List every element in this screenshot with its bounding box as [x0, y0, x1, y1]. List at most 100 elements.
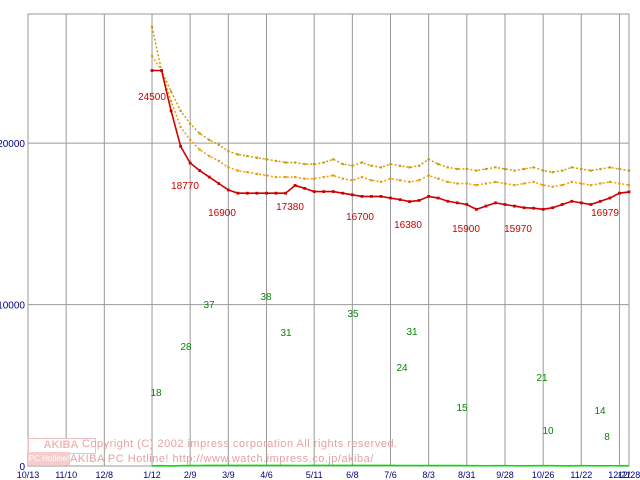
- x-tick-label: 4/6: [260, 470, 273, 480]
- value-annotation: 18: [150, 388, 162, 399]
- data-point: [589, 184, 592, 187]
- data-point: [150, 54, 154, 58]
- value-annotation: 15900: [452, 224, 480, 235]
- data-point: [513, 184, 516, 187]
- data-point: [542, 184, 545, 187]
- data-point: [246, 191, 249, 195]
- data-point: [599, 167, 602, 171]
- value-annotation: 31: [406, 327, 418, 338]
- plot-area: [150, 25, 631, 467]
- x-tick-label: 9/28: [496, 470, 514, 480]
- x-tick-label: 10/26: [532, 470, 555, 480]
- data-point: [303, 186, 307, 190]
- data-point: [494, 180, 497, 183]
- data-point: [494, 166, 497, 169]
- data-point: [560, 203, 564, 206]
- data-point: [608, 196, 612, 200]
- data-point: [265, 158, 268, 161]
- data-point: [503, 182, 507, 185]
- data-point: [160, 69, 163, 72]
- data-point: [208, 138, 211, 142]
- value-annotation: 24: [396, 363, 408, 374]
- value-annotation: 15: [456, 403, 468, 414]
- axis-labels: 0 10000 20000 10/13 11/10 12/8 1/12 2/9 3/9 4/6 5/…: [0, 139, 640, 480]
- data-point: [398, 164, 402, 167]
- data-point: [351, 164, 354, 167]
- data-point: [589, 169, 592, 172]
- x-tick-label: 12/21: [608, 470, 631, 480]
- x-tick-label: 5/11: [306, 470, 323, 480]
- x-tick-label: 8/31: [458, 470, 476, 480]
- data-point: [398, 198, 402, 202]
- data-point: [532, 206, 535, 210]
- x-tick-label: 6/8: [346, 470, 359, 480]
- data-point: [522, 206, 526, 210]
- x-tick-label: 1/12: [143, 470, 161, 480]
- x-tick-label: 3/9: [222, 470, 235, 480]
- data-point: [513, 169, 516, 172]
- data-point: [198, 169, 202, 172]
- logo-box-lower: [28, 452, 70, 465]
- data-point: [332, 158, 335, 161]
- data-point: [207, 175, 211, 179]
- data-point: [360, 161, 363, 164]
- data-point: [437, 177, 440, 180]
- x-tick-label: 10/13: [17, 470, 40, 480]
- data-point: [627, 169, 631, 172]
- watermark-footer: AKIBA PC Hotline! Copyright (C) 2002 imp…: [0, 438, 640, 480]
- x-tick-label: 7/6: [384, 470, 397, 480]
- data-point: [284, 175, 287, 179]
- data-point: [465, 167, 468, 171]
- data-point: [542, 169, 545, 172]
- data-point: [389, 177, 392, 180]
- value-annotation: 16700: [346, 212, 374, 223]
- data-point: [474, 207, 478, 211]
- data-point: [198, 148, 201, 151]
- data-point: [189, 122, 192, 125]
- data-point: [303, 177, 306, 180]
- value-annotation: 8: [604, 432, 610, 443]
- data-point: [198, 132, 201, 135]
- series-shop-count: [151, 464, 630, 467]
- data-point: [284, 161, 287, 164]
- data-point: [484, 182, 487, 185]
- value-annotation: 16979: [591, 208, 619, 219]
- data-point: [618, 182, 621, 185]
- data-point: [313, 177, 316, 180]
- data-point: [484, 167, 487, 171]
- data-point: [322, 175, 325, 179]
- data-point: [608, 166, 612, 169]
- data-point: [599, 182, 602, 185]
- logo-text-akiba: AKIBA: [43, 439, 79, 451]
- data-point: [226, 188, 230, 192]
- y-tick-label: 20000: [0, 139, 25, 150]
- value-annotation: 38: [260, 292, 272, 303]
- data-point: [265, 191, 268, 195]
- data-point: [389, 163, 392, 166]
- data-point: [570, 199, 574, 203]
- copyright-line-1: Copyright (C) 2002 impress corporation A…: [82, 438, 398, 450]
- data-point: [570, 180, 573, 183]
- data-point: [236, 191, 240, 195]
- data-point: [522, 167, 526, 171]
- value-annotation: 15970: [504, 224, 532, 235]
- data-point: [360, 195, 364, 198]
- data-point: [389, 196, 392, 200]
- data-point: [246, 154, 249, 158]
- data-point: [217, 182, 221, 185]
- data-point: [255, 156, 259, 159]
- data-point: [331, 190, 335, 193]
- value-annotation: 31: [280, 328, 292, 339]
- x-tick-label: 12/8: [96, 470, 114, 480]
- data-point: [284, 191, 287, 195]
- data-point: [265, 174, 268, 177]
- data-point: [351, 179, 354, 182]
- value-annotation: 14: [594, 406, 606, 417]
- x-tick-label: 2/9: [184, 470, 197, 480]
- data-point: [608, 180, 612, 183]
- value-annotation: 37: [203, 300, 215, 311]
- series-avg-price: [151, 55, 630, 188]
- x-tick-label: 11/10: [55, 470, 77, 480]
- data-point: [494, 201, 497, 205]
